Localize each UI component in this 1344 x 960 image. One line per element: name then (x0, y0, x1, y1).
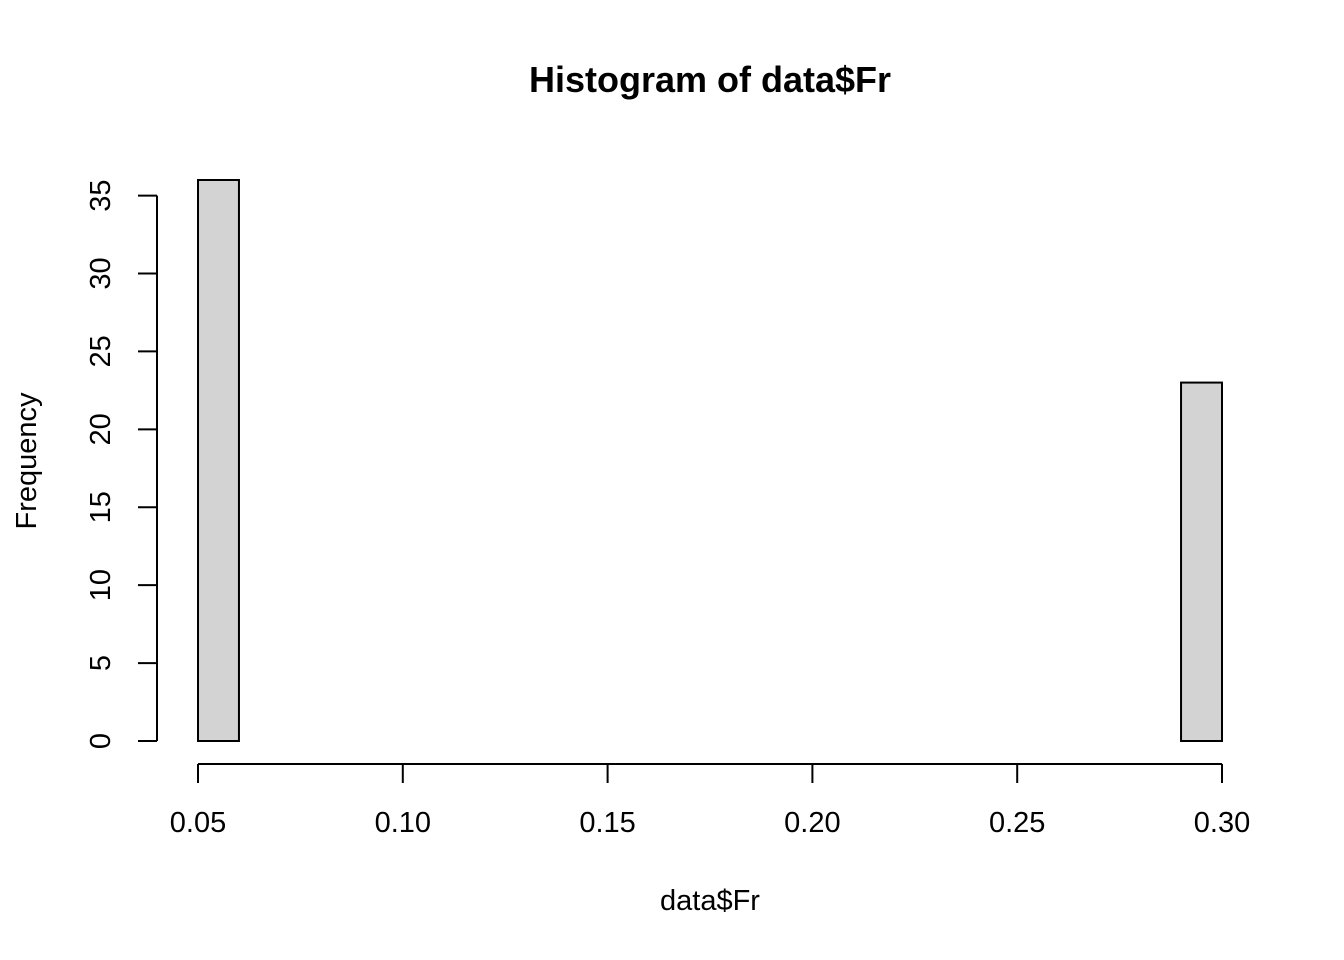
y-tick-label-1: 5 (85, 655, 117, 671)
y-tick-label-5: 25 (85, 335, 117, 367)
x-tick-label-0: 0.05 (170, 807, 226, 839)
y-tick-label-6: 30 (85, 257, 117, 289)
bars-group (197, 179, 1224, 742)
chart-title: Histogram of data$Fr (529, 59, 891, 100)
histogram-bar-24 (1180, 381, 1224, 742)
x-tick-label-2: 0.15 (579, 807, 635, 839)
x-tick-label-3: 0.20 (784, 807, 840, 839)
y-axis: 0 5 10 15 20 25 30 35 (85, 179, 158, 749)
x-tick-label-1: 0.10 (375, 807, 431, 839)
y-tick-label-4: 20 (85, 413, 117, 445)
x-axis-label: data$Fr (660, 885, 760, 917)
y-axis-label: Frequency (11, 392, 43, 530)
x-tick-label-5: 0.30 (1194, 807, 1250, 839)
y-tick-label-2: 10 (85, 569, 117, 601)
y-tick-label-3: 15 (85, 491, 117, 523)
histogram-bar-0 (197, 179, 240, 742)
y-tick-label-0: 0 (85, 733, 117, 749)
y-tick-label-7: 35 (85, 179, 117, 211)
x-axis: 0.05 0.10 0.15 0.20 0.25 0.30 (170, 763, 1250, 839)
x-tick-label-4: 0.25 (989, 807, 1045, 839)
